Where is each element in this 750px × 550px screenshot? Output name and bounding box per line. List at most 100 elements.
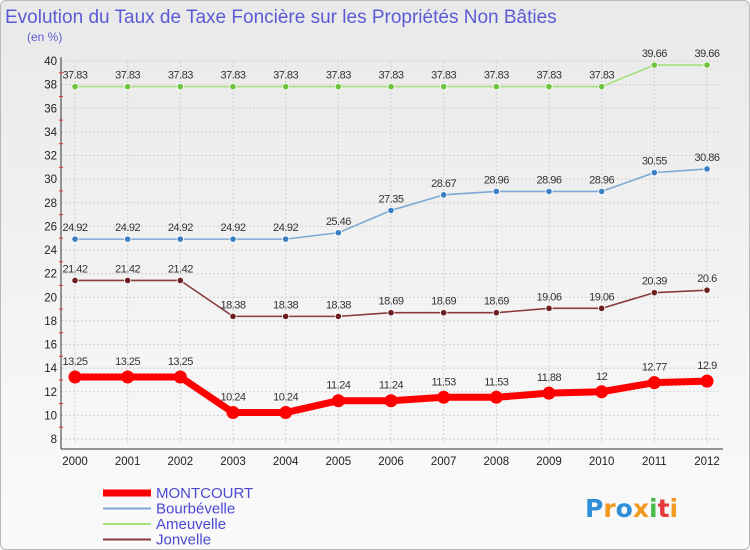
x-tick-label: 2008 [484, 456, 510, 468]
data-point [282, 235, 290, 243]
y-tick-label: 8 [51, 434, 57, 446]
logo-letter: i [670, 494, 679, 523]
data-label: 11.88 [537, 372, 562, 384]
legend-label: Jonvelle [156, 532, 211, 549]
data-label: 24.92 [273, 222, 298, 234]
series-group [68, 61, 714, 420]
data-point [598, 187, 606, 196]
data-point [176, 83, 184, 91]
data-label: 25.46 [326, 216, 351, 228]
data-label: 30.55 [642, 156, 667, 168]
data-label: 37.83 [168, 70, 193, 82]
data-point [282, 312, 290, 320]
data-label: 21.42 [62, 263, 87, 275]
data-point [703, 286, 711, 294]
logo-letter: x [633, 494, 649, 523]
y-tick-label: 10 [44, 410, 57, 422]
data-label: 37.83 [273, 70, 298, 82]
data-point [492, 83, 500, 91]
x-tick-label: 2005 [326, 456, 352, 468]
data-point [282, 83, 290, 91]
legend-label: Ameuvelle [156, 516, 226, 533]
x-tick-label: 2011 [642, 456, 667, 468]
data-point [384, 394, 398, 408]
data-label: 10.24 [220, 392, 245, 404]
data-point [489, 390, 503, 404]
y-tick-label: 18 [44, 316, 57, 328]
data-label: 12 [596, 371, 608, 383]
data-label: 11.53 [484, 376, 509, 388]
x-tick-label: 2003 [220, 456, 246, 468]
data-point [71, 276, 79, 285]
data-point [650, 61, 658, 69]
data-point [440, 83, 448, 91]
data-label: 18.69 [484, 296, 509, 308]
data-point [124, 276, 132, 285]
y-tick-label: 36 [44, 103, 57, 115]
data-label: 24.92 [220, 222, 245, 234]
data-point [647, 376, 661, 390]
y-tick-label: 30 [44, 174, 57, 186]
data-point [703, 61, 711, 69]
data-point [334, 229, 342, 237]
y-tick-label: 20 [44, 292, 57, 304]
data-point [492, 187, 500, 196]
data-label: 19.06 [536, 291, 561, 303]
data-point [229, 83, 237, 91]
data-label: 37.83 [220, 70, 245, 82]
data-label: 28.96 [484, 174, 509, 186]
data-label: 37.83 [115, 70, 140, 82]
data-point [279, 406, 293, 420]
x-tick-label: 2007 [431, 456, 457, 468]
data-point [542, 386, 556, 400]
data-label: 21.42 [168, 263, 193, 275]
data-label: 11.24 [379, 380, 404, 392]
data-point [650, 289, 658, 297]
data-label: 20.39 [642, 276, 667, 288]
data-label: 37.83 [589, 70, 614, 82]
data-point [229, 312, 237, 320]
data-labels: 37.83 37.83 37.83 37.83 37.83 37.83 37.83 37.83… [62, 48, 720, 404]
chart-subtitle: (en %) [27, 30, 62, 44]
data-point [650, 169, 658, 177]
data-point [492, 309, 500, 317]
data-point [176, 235, 184, 243]
data-label: 39.66 [642, 48, 667, 60]
data-point [598, 304, 606, 312]
data-label: 24.92 [62, 222, 87, 234]
data-label: 12.77 [642, 362, 667, 374]
data-label: 28.67 [431, 178, 456, 190]
data-label: 18.38 [273, 299, 298, 311]
data-point [598, 83, 606, 91]
data-label: 37.83 [431, 70, 456, 82]
y-tick-label: 38 [44, 80, 57, 92]
data-label: 19.06 [589, 291, 614, 303]
data-point [121, 370, 135, 384]
data-label: 28.96 [536, 174, 561, 186]
y-tick-label: 16 [44, 340, 57, 352]
data-point [545, 304, 553, 312]
data-point [71, 83, 79, 91]
data-point [700, 374, 714, 388]
chart-title: Evolution du Taux de Taxe Foncière sur l… [5, 7, 557, 28]
legend-label: MONTCOURT [156, 485, 253, 502]
data-point [387, 309, 395, 317]
data-point [334, 83, 342, 91]
x-tick-label: 2009 [536, 456, 562, 468]
y-tick-label: 24 [44, 245, 57, 257]
data-label: 12.9 [697, 360, 717, 372]
data-label: 10.24 [273, 392, 298, 404]
logo-letter: r [603, 494, 616, 523]
data-label: 24.92 [168, 222, 193, 234]
data-point [176, 276, 184, 285]
x-tick-label: 2002 [168, 456, 194, 468]
x-tick-label: 2001 [115, 456, 141, 468]
y-tick-label: 32 [44, 151, 57, 163]
x-tick-label: 2006 [378, 456, 404, 468]
y-tick-label: 14 [44, 363, 57, 375]
data-label: 37.83 [484, 70, 509, 82]
y-tick-label: 26 [44, 221, 57, 233]
